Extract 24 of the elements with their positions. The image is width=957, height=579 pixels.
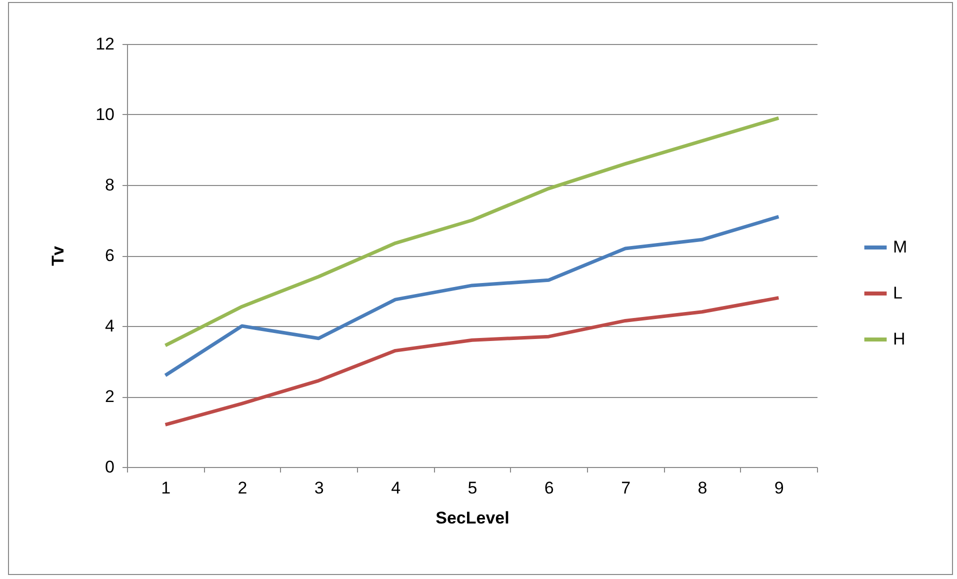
line-series (164, 214, 780, 378)
legend-label: L (893, 284, 902, 302)
y-tick-label: 10 (96, 105, 114, 124)
x-tick-label: 6 (544, 478, 554, 498)
x-tick-label: 3 (314, 478, 324, 498)
x-tick-label: 8 (698, 478, 708, 498)
y-tick-label: 6 (105, 246, 114, 265)
legend-label: H (893, 330, 906, 348)
y-tick-label: 2 (105, 387, 114, 406)
x-tick-label: 9 (774, 478, 784, 498)
x-tick-label: 5 (468, 478, 478, 498)
y-tick-label: 8 (105, 176, 114, 194)
y-axis-title: Tv (48, 246, 68, 266)
x-tick-label: 7 (621, 478, 631, 498)
y-tick-label: 0 (105, 458, 114, 476)
y-tick-label: 12 (96, 34, 114, 54)
x-tick-label: 4 (391, 478, 401, 498)
x-tick-label: 2 (238, 478, 248, 498)
legend-label: M (893, 238, 908, 256)
x-tick-label: 1 (161, 478, 171, 498)
line-series (164, 116, 780, 348)
y-tick-label: 4 (105, 316, 114, 336)
x-axis-title: SecLevel (436, 508, 510, 528)
line-series (164, 296, 780, 426)
